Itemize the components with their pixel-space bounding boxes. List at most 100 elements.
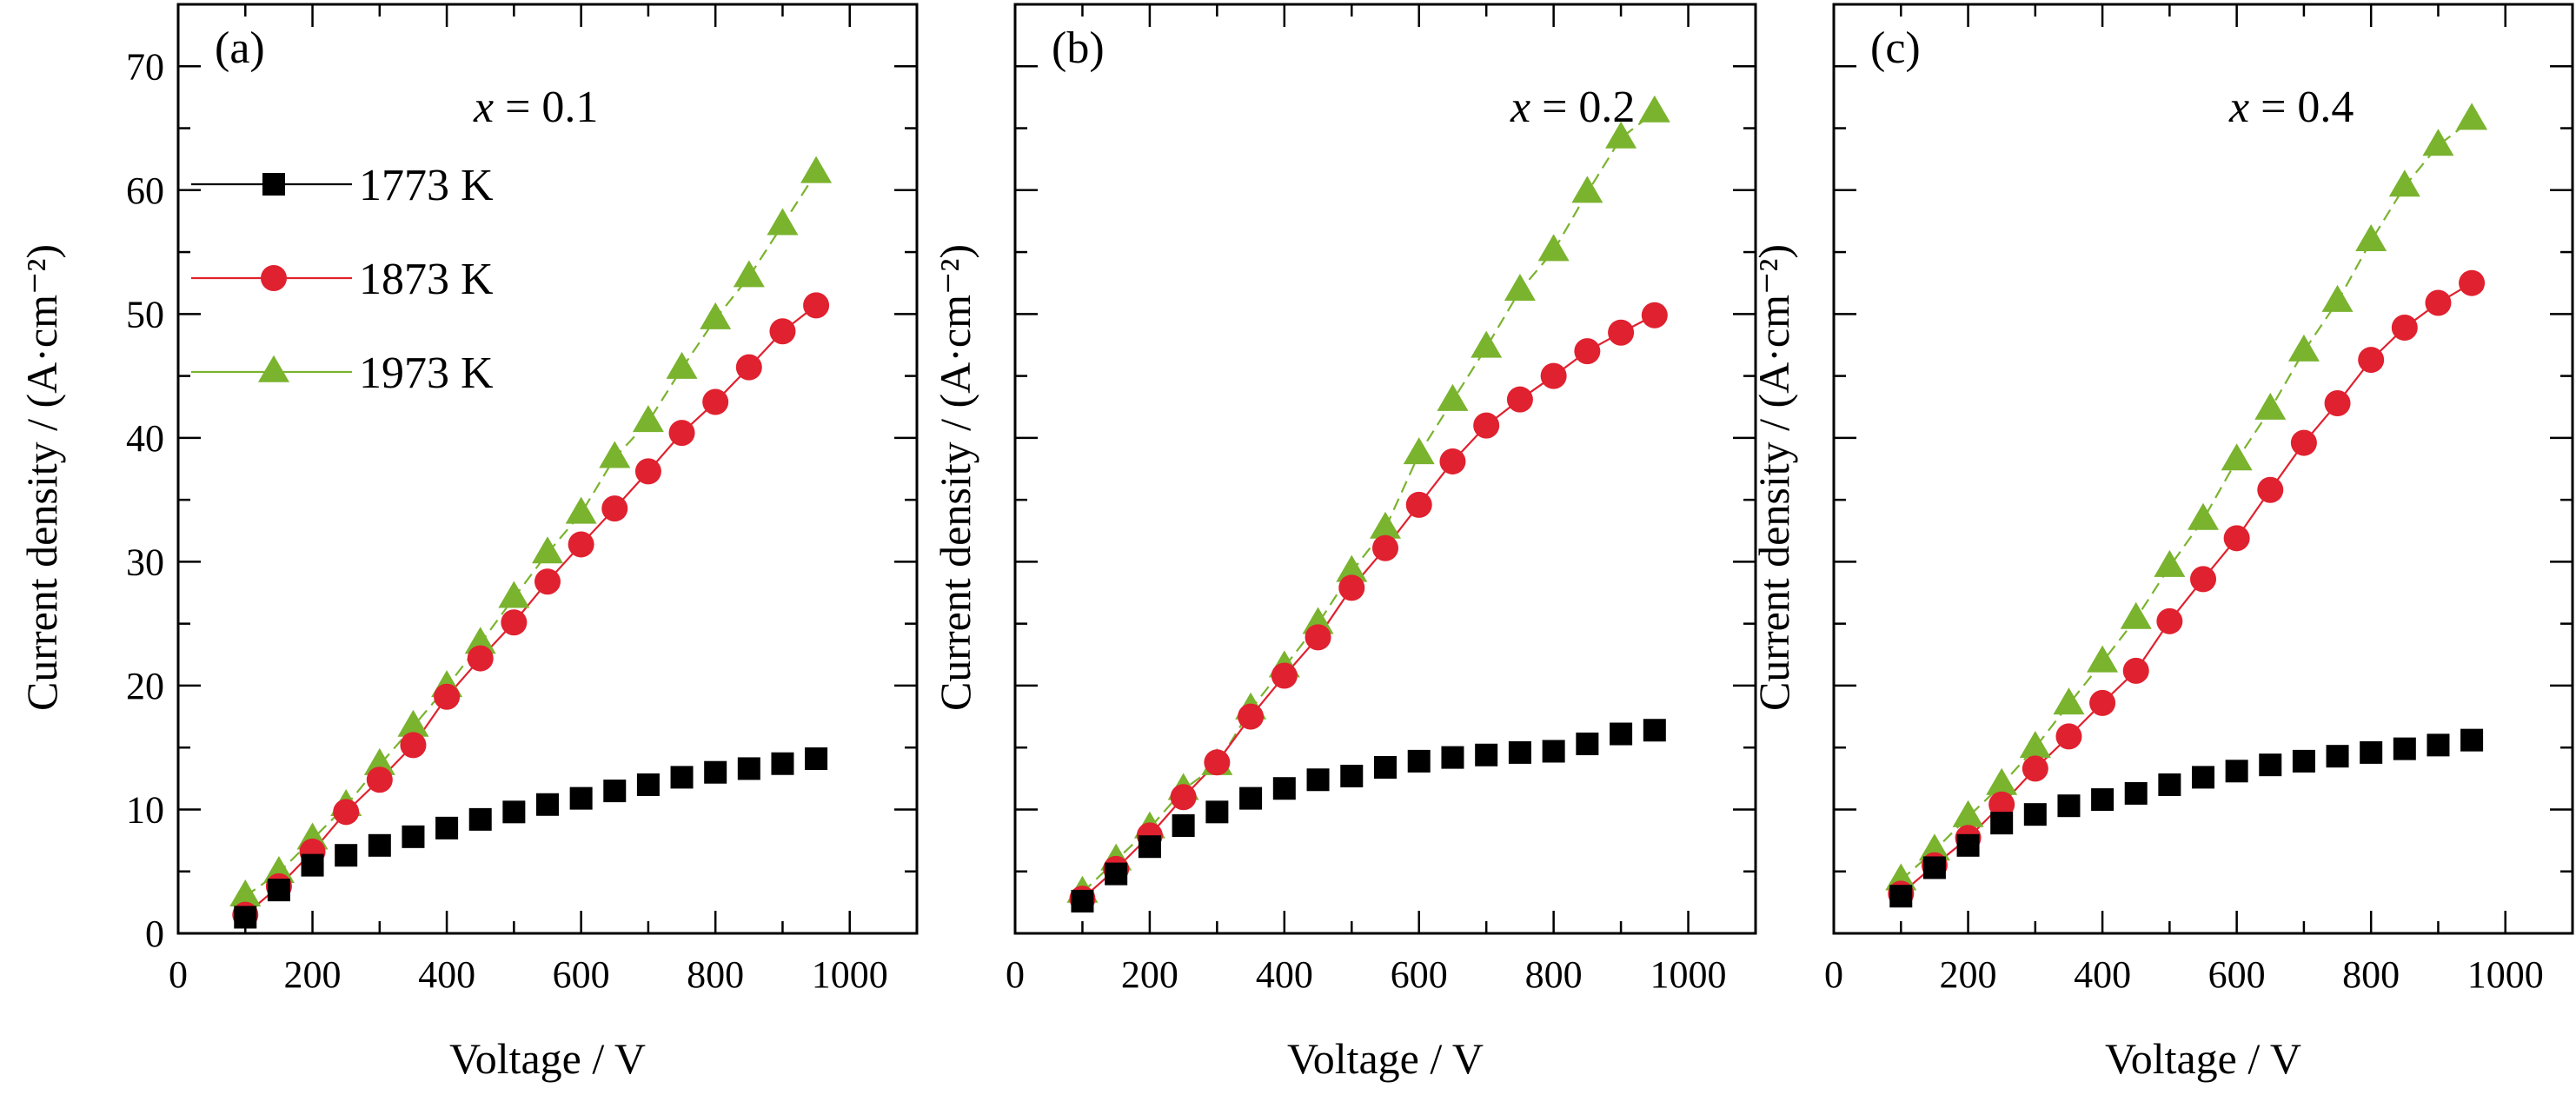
data-point-1773k — [2427, 733, 2450, 757]
data-point-1873k — [769, 318, 796, 345]
data-point-1973k — [767, 208, 799, 236]
data-point-1773k — [771, 752, 794, 775]
data-point-1873k — [1988, 791, 2015, 818]
x-tick-label: 200 — [1121, 953, 1178, 996]
data-point-1873k — [366, 766, 393, 793]
panel-label: (b) — [1052, 23, 1105, 73]
data-point-1973k — [1986, 767, 2018, 795]
data-point-1773k — [468, 807, 492, 831]
data-point-1973k — [2221, 443, 2253, 471]
data-point-1873k — [434, 683, 461, 710]
data-point-1973k — [2087, 645, 2119, 673]
annotation-value: = 0.2 — [1530, 83, 1635, 132]
y-tick-label: 40 — [126, 417, 164, 460]
data-point-1873k — [1506, 386, 1533, 413]
data-point-1873k — [1170, 784, 1197, 811]
data-point-1873k — [2257, 476, 2284, 503]
data-point-1973k — [700, 302, 732, 329]
x-axis-label: Voltage / V — [449, 1034, 646, 1083]
data-point-1873k — [1305, 624, 1331, 651]
legend-marker-1873k — [261, 265, 287, 291]
series-line-1973k — [1081, 111, 1656, 893]
data-point-1773k — [2292, 749, 2315, 773]
data-point-1773k — [1475, 743, 1498, 766]
data-point-1773k — [2326, 745, 2349, 768]
x-tick-label: 400 — [418, 953, 475, 996]
data-point-1873k — [1238, 703, 1265, 730]
y-axis-label: Current density / (A·cm⁻²) — [1749, 244, 1798, 711]
data-point-1773k — [267, 879, 290, 902]
data-point-1773k — [2023, 803, 2047, 826]
data-point-1873k — [1338, 574, 1365, 601]
x-tick-label: 0 — [1006, 953, 1025, 996]
x-tick-label: 800 — [687, 953, 744, 996]
chart-panel-2: 0 200 400 600 800 1000 Voltage / V Current dens… — [931, 3, 1757, 1083]
series-line-1873k — [1900, 282, 2473, 895]
y-tick-label: 70 — [126, 45, 164, 88]
data-point-1773k — [603, 780, 627, 803]
x-tick-label: 1000 — [812, 953, 888, 996]
x-tick-label: 200 — [284, 953, 342, 996]
data-point-1973k — [397, 709, 429, 737]
x-tick-label: 400 — [1256, 953, 1313, 996]
x-tick-label: 1000 — [1650, 953, 1727, 996]
data-point-1973k — [498, 581, 530, 608]
data-point-1973k — [1437, 383, 1469, 411]
data-point-1873k — [501, 609, 528, 636]
annotation-value: = 0.1 — [494, 83, 598, 132]
annotation-variable: x — [1510, 83, 1530, 132]
data-point-1973k — [2120, 601, 2152, 629]
plot-frame — [1832, 3, 2574, 935]
x-tick-label: 800 — [2342, 953, 2400, 996]
panel-label: (a) — [215, 23, 265, 73]
data-point-1773k — [1105, 862, 1128, 886]
data-point-1773k — [502, 800, 526, 824]
chart-panels: 0 200 400 600 800 1000 0 10 20 30 40 50 60 70 Voltage … — [17, 3, 2574, 1083]
data-point-1773k — [2360, 740, 2383, 764]
series-line-1973k — [1900, 118, 2473, 881]
x-tick-label: 800 — [1525, 953, 1583, 996]
y-tick-label: 0 — [145, 912, 164, 955]
data-point-1773k — [234, 906, 257, 929]
chart-panel-1: 0 200 400 600 800 1000 0 10 20 30 40 50 60 70 Voltage … — [17, 3, 919, 1083]
data-point-1873k — [1641, 302, 1668, 328]
data-point-1773k — [1272, 777, 1296, 800]
data-point-1773k — [1889, 885, 1913, 908]
data-point-1773k — [402, 825, 425, 848]
data-point-1773k — [301, 853, 324, 877]
data-point-1873k — [702, 388, 729, 415]
y-tick-label: 60 — [126, 169, 164, 212]
composition-annotation: x = 0.2 — [1510, 83, 1635, 132]
data-point-1773k — [1205, 800, 1229, 824]
data-point-1873k — [1372, 534, 1398, 561]
data-point-1873k — [534, 568, 561, 595]
data-point-1873k — [735, 354, 762, 381]
data-point-1873k — [2156, 607, 2183, 634]
legend-marker-1973k — [258, 355, 289, 382]
x-axis-label: Voltage / V — [1287, 1034, 1484, 1083]
data-point-1773k — [2057, 794, 2081, 818]
y-tick-label: 20 — [126, 665, 164, 707]
data-point-1873k — [668, 420, 695, 447]
data-point-1773k — [1374, 756, 1397, 780]
data-point-1973k — [1537, 234, 1570, 262]
data-point-1873k — [467, 645, 494, 672]
data-point-1773k — [2192, 766, 2214, 789]
data-point-1973k — [1471, 330, 1503, 358]
legend-label: 1773 K — [359, 161, 494, 210]
composition-annotation: x = 0.1 — [473, 83, 598, 132]
data-point-1873k — [1540, 362, 1567, 389]
data-point-1873k — [2425, 289, 2452, 316]
data-point-1873k — [803, 292, 830, 319]
data-point-1773k — [2460, 728, 2484, 752]
data-point-1973k — [2321, 284, 2354, 312]
data-point-1773k — [2124, 781, 2148, 805]
y-tick-label: 10 — [126, 788, 164, 831]
data-point-1873k — [2089, 689, 2116, 716]
data-point-1873k — [1271, 662, 1298, 689]
data-point-1873k — [333, 799, 360, 826]
data-point-1973k — [800, 156, 833, 183]
data-point-1873k — [1405, 491, 1432, 518]
data-point-1773k — [1239, 786, 1263, 810]
x-tick-label: 200 — [1940, 953, 1997, 996]
